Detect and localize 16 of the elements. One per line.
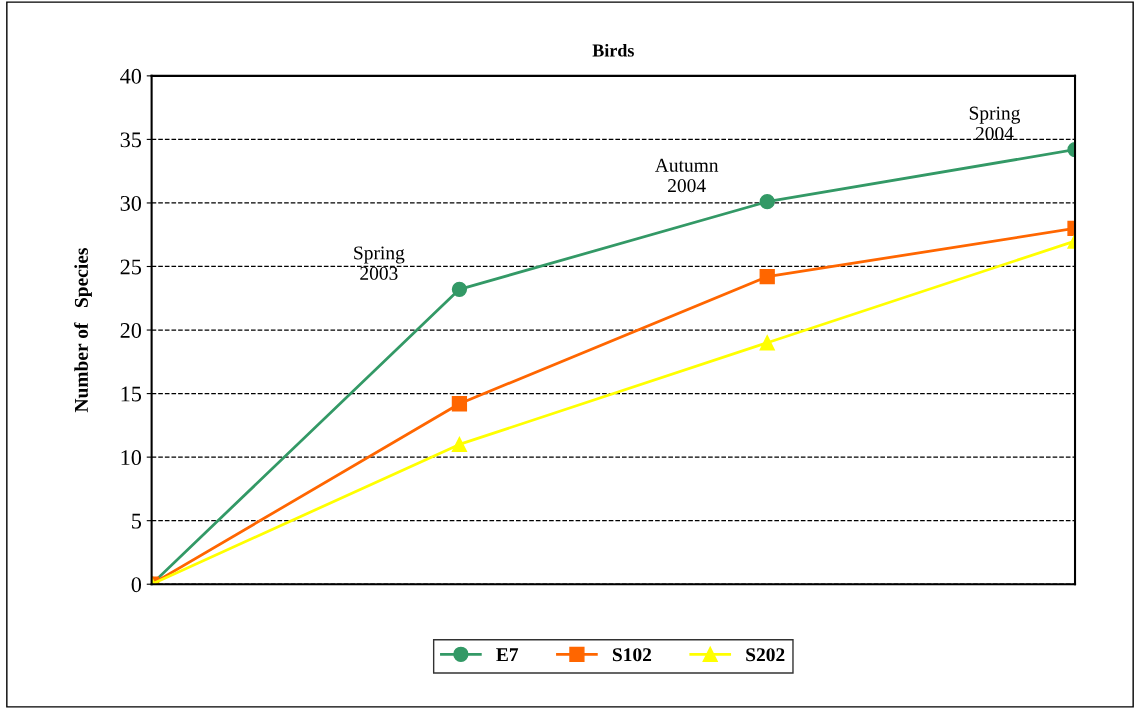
annotation: Spring 2003 <box>354 246 405 280</box>
legend-label: S202 <box>746 648 785 662</box>
y-tick-label: 35 <box>120 132 142 148</box>
chart-title: Birds <box>592 43 634 57</box>
y-tick-label: 5 <box>132 513 142 529</box>
y-tick-label: 20 <box>120 322 142 338</box>
y-tick-label: 0 <box>131 577 142 593</box>
y-tick-label: 15 <box>121 386 142 402</box>
annotation: Autumn 2004 <box>654 158 719 193</box>
y-tick-label: 30 <box>120 195 142 211</box>
y-tick-label: 25 <box>120 259 142 275</box>
y-tick-label: 40 <box>120 68 142 84</box>
legend-label: S102 <box>612 648 652 662</box>
y-tick-label: 10 <box>121 450 142 466</box>
legend-label: E7 <box>496 648 519 662</box>
y-axis-title: Number of Species <box>74 248 92 413</box>
